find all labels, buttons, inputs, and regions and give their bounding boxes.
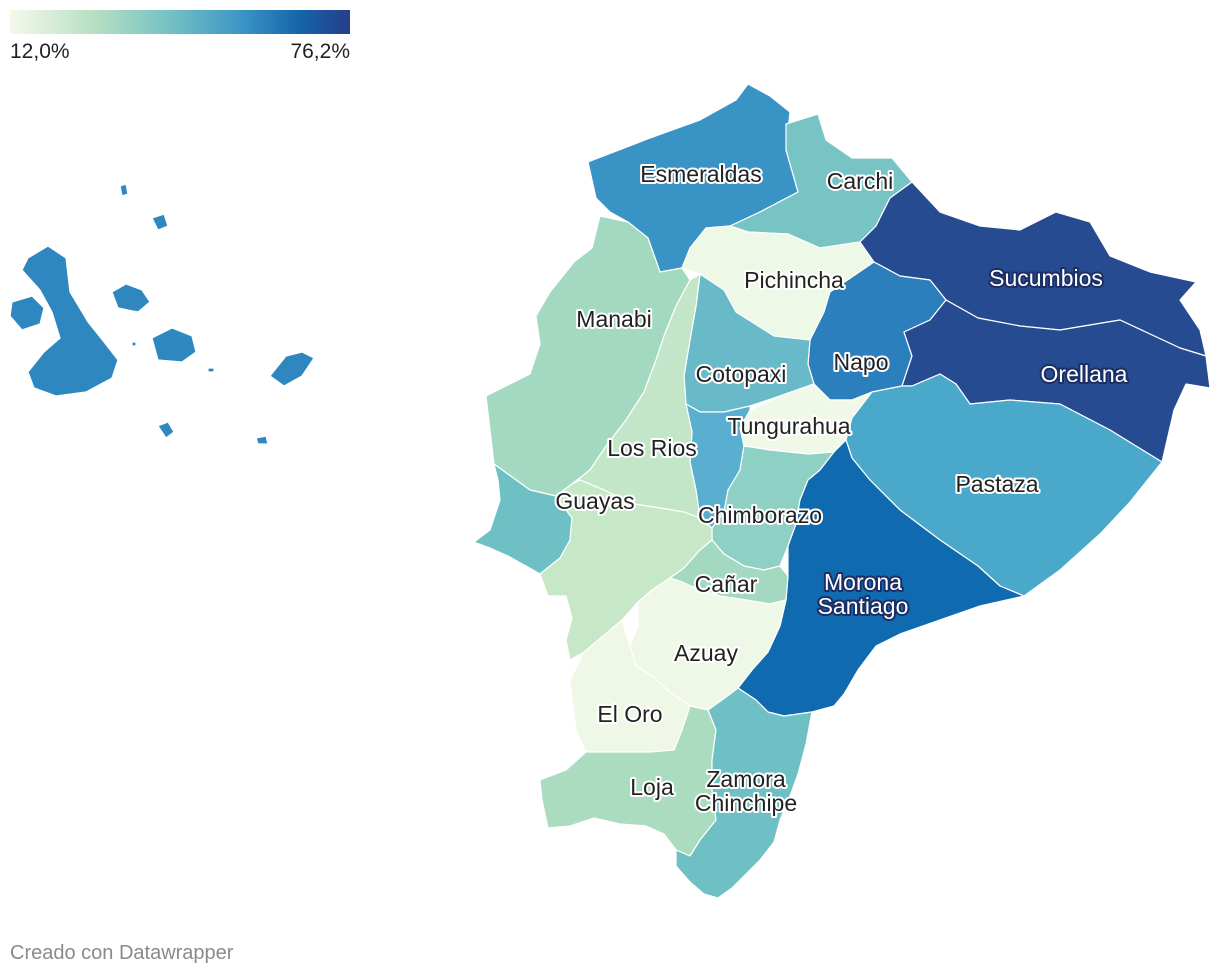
label-morona-santiago: Morona Santiago	[818, 569, 909, 619]
label-pichincha: Pichincha	[744, 267, 844, 293]
color-legend: 12,0% 76,2%	[10, 10, 350, 63]
region-galapagos[interactable]	[9, 183, 315, 445]
label-carchi: Carchi	[827, 168, 893, 194]
label-orellana: Orellana	[1041, 361, 1128, 387]
label-el-oro: El Oro	[597, 701, 662, 727]
label-napo: Napo	[834, 349, 889, 375]
label-tungurahua: Tungurahua	[727, 413, 850, 439]
label-loja: Loja	[630, 774, 674, 800]
label-esmeraldas: Esmeraldas	[640, 161, 761, 187]
attribution-footer: Creado con Datawrapper	[10, 942, 234, 964]
label-los-rios: Los Rios	[607, 435, 696, 461]
label-cotopaxi: Cotopaxi	[696, 361, 787, 387]
region-morona-santiago[interactable]	[737, 439, 1025, 717]
label-pastaza: Pastaza	[955, 471, 1038, 497]
region-labels: Esmeraldas Carchi Pichincha Sucumbios Ma…	[553, 159, 1129, 818]
region-zamora-chinchipe[interactable]	[675, 687, 813, 899]
label-guayas: Guayas	[555, 488, 634, 514]
label-chimborazo: Chimborazo	[698, 502, 822, 528]
legend-gradient-bar	[10, 10, 350, 34]
label-manabi: Manabi	[576, 306, 651, 332]
label-zamora-chinchipe: Zamora Chinchipe	[695, 766, 797, 816]
legend-min-label: 12,0%	[10, 40, 70, 63]
label-canar: Cañar	[695, 571, 758, 597]
label-azuay: Azuay	[674, 640, 738, 666]
label-sucumbios: Sucumbios	[989, 265, 1103, 291]
legend-max-label: 76,2%	[290, 40, 350, 63]
